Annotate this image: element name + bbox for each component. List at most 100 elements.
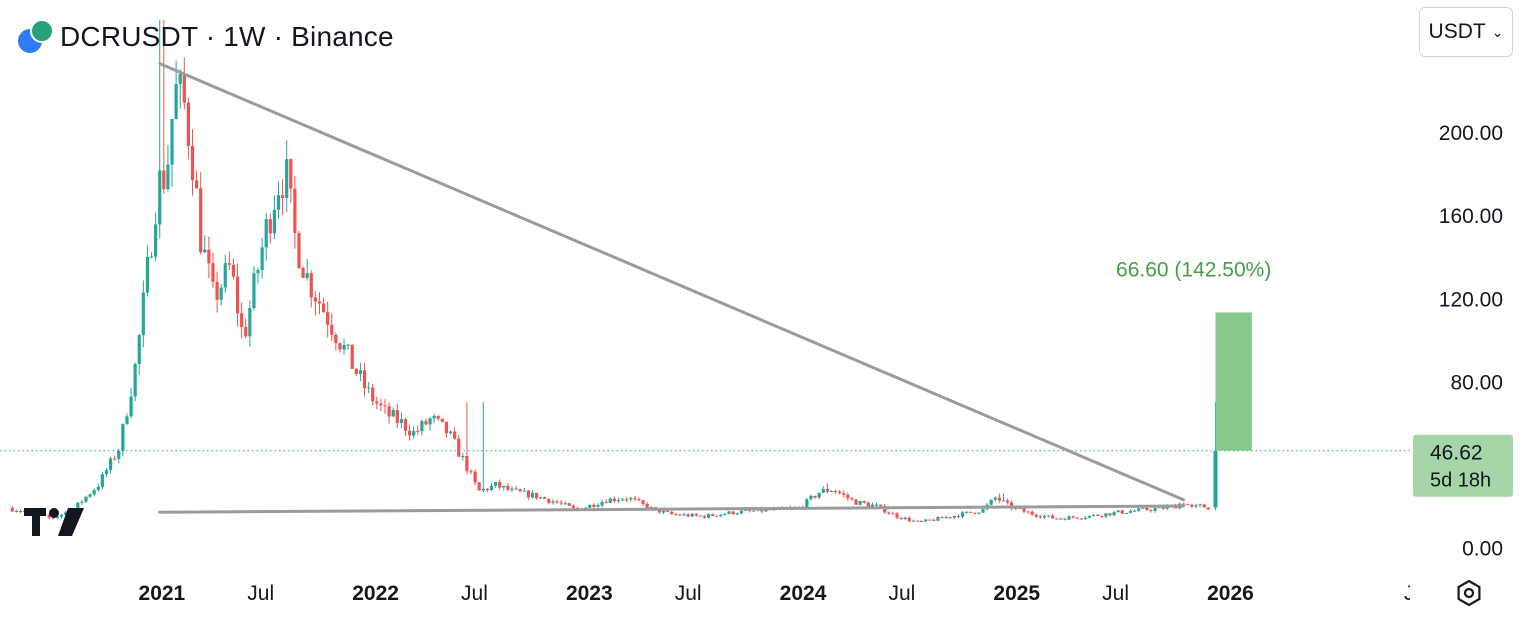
candle xyxy=(1063,517,1067,521)
candle xyxy=(1202,503,1206,508)
candle xyxy=(387,402,391,424)
candle xyxy=(686,513,690,518)
candle xyxy=(612,496,616,504)
candle xyxy=(1100,515,1104,518)
candle xyxy=(1091,514,1096,517)
candle xyxy=(825,483,829,494)
candles-group xyxy=(10,20,1218,523)
candle xyxy=(465,402,469,475)
candle xyxy=(84,496,88,503)
candle xyxy=(493,481,498,489)
candle xyxy=(436,415,440,421)
candle xyxy=(338,342,342,353)
candle xyxy=(518,488,522,492)
trendline[interactable] xyxy=(158,504,1185,514)
candle xyxy=(301,266,305,278)
candle xyxy=(813,495,817,499)
tradingview-logo[interactable] xyxy=(24,505,86,542)
trendlines-group[interactable] xyxy=(158,62,1185,514)
candle xyxy=(276,181,281,219)
candle xyxy=(1124,512,1128,514)
candle xyxy=(1001,493,1006,502)
x-axis[interactable]: 2021Jul2022Jul2023Jul2024Jul2025Jul2026J… xyxy=(139,572,1450,612)
trendline[interactable] xyxy=(158,62,1185,502)
candle xyxy=(534,492,539,500)
candle xyxy=(240,302,244,339)
candle xyxy=(997,493,1001,503)
candle xyxy=(108,456,113,474)
candle xyxy=(543,496,547,500)
candle xyxy=(936,516,940,521)
candle xyxy=(829,490,834,493)
candle xyxy=(199,172,203,255)
candle xyxy=(506,483,510,492)
candle xyxy=(502,485,506,491)
candle xyxy=(694,512,698,517)
candle xyxy=(1005,498,1010,505)
candle xyxy=(637,497,641,502)
candle xyxy=(203,235,207,253)
chart-header: DCRUSDT · 1W · Binance xyxy=(18,14,394,54)
y-tick-label: 0.00 xyxy=(1462,538,1503,561)
candle xyxy=(215,271,219,313)
candle xyxy=(727,510,731,515)
candle xyxy=(428,416,432,431)
candle xyxy=(88,493,92,499)
candle xyxy=(539,496,543,500)
candle xyxy=(1038,514,1042,519)
candle xyxy=(170,118,174,187)
candle xyxy=(1120,509,1124,515)
candle xyxy=(551,499,555,505)
candle xyxy=(317,292,322,315)
measure-box[interactable] xyxy=(1215,312,1252,451)
candle xyxy=(1030,510,1034,516)
candle xyxy=(1190,503,1194,509)
candle xyxy=(248,300,252,347)
candle xyxy=(473,469,477,485)
y-tick-label: 120.00 xyxy=(1439,288,1503,311)
candle xyxy=(190,129,195,196)
candle xyxy=(698,515,702,517)
candle xyxy=(252,266,256,311)
candle xyxy=(313,290,317,316)
candle xyxy=(1075,517,1079,520)
candle xyxy=(592,502,596,510)
hexagon-gear-icon[interactable] xyxy=(1452,576,1486,610)
candle xyxy=(555,499,559,504)
measure-tool[interactable]: 66.60 (142.50%) xyxy=(1116,258,1271,451)
candle xyxy=(1104,513,1108,519)
candle xyxy=(1198,503,1202,508)
candle xyxy=(1206,507,1210,510)
candle xyxy=(158,20,162,239)
candle xyxy=(326,301,330,338)
candle xyxy=(14,509,18,513)
candle xyxy=(1132,509,1137,512)
candle xyxy=(711,513,715,516)
candle xyxy=(981,508,985,514)
candle xyxy=(899,517,903,520)
candle xyxy=(47,513,51,520)
candle xyxy=(940,516,944,519)
candle xyxy=(690,512,694,518)
candle xyxy=(432,413,436,424)
candle xyxy=(629,496,633,502)
candle xyxy=(989,499,993,506)
candle xyxy=(625,496,629,502)
x-tick-label: 2022 xyxy=(352,582,399,605)
last-price-label: 46.62 5d 18h xyxy=(1413,434,1513,497)
candle xyxy=(1128,509,1133,514)
candle xyxy=(670,510,674,515)
candle xyxy=(608,497,612,503)
candle xyxy=(412,426,416,439)
candle xyxy=(321,297,326,313)
candle xyxy=(485,488,490,493)
candle xyxy=(231,258,236,280)
candle xyxy=(895,512,899,520)
candle xyxy=(207,236,211,279)
currency-selector[interactable]: USDT ⌄ xyxy=(1419,7,1513,57)
candle xyxy=(281,179,285,215)
candle xyxy=(571,504,576,509)
candle xyxy=(735,512,739,516)
candle xyxy=(596,503,600,508)
